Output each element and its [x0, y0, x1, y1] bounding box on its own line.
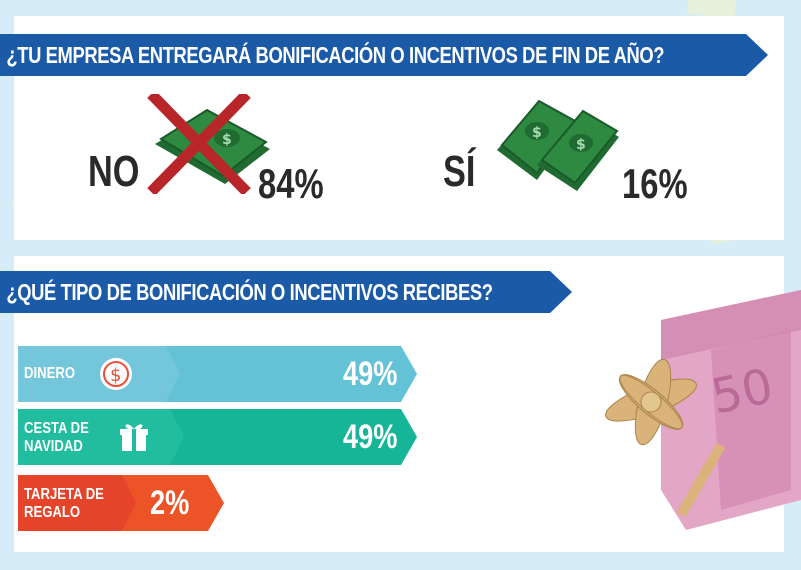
bar-tarjeta-de-regalo-value: 2% [150, 484, 190, 522]
bar-cesta-de-navidad: CESTA DE NAVIDAD 49% [18, 409, 417, 465]
question-2-title-text: ¿QUÉ TIPO DE BONIFICACIÓN O INCENTIVOS R… [6, 278, 493, 305]
dollar-circle-icon: $ [100, 358, 132, 390]
gift-icon [120, 424, 148, 451]
question-1-title: ¿TU EMPRESA ENTREGARÁ BONIFICACIÓN O INC… [0, 34, 768, 76]
bar-cesta-de-navidad-label-line-2: NAVIDAD [24, 438, 83, 455]
bar-cesta-de-navidad-label-box [18, 409, 184, 465]
bar-cesta-de-navidad-label-line-1: CESTA DE [24, 420, 89, 437]
answer-no-label: NO [88, 147, 140, 196]
svg-text:$: $ [222, 132, 232, 148]
bar-dinero-value: 49% [343, 355, 398, 393]
svg-text:$: $ [576, 137, 586, 153]
money-bill-icon [686, 0, 738, 19]
svg-text:50: 50 [706, 358, 777, 425]
bar-tarjeta-de-regalo-label-line-2: REGALO [24, 504, 81, 521]
bar-dinero-label-line-1: DINERO [24, 365, 76, 382]
bar-tarjeta-de-regalo: TARJETA DE REGALO 2% [18, 475, 224, 531]
cross-icon [147, 94, 251, 194]
crossed-money-icon: $ [147, 94, 270, 194]
bar-tarjeta-de-regalo-label-line-1: TARJETA DE [24, 486, 104, 503]
answer-si-label: SÍ [443, 147, 476, 196]
bar-dinero: DINERO $ 49% [18, 346, 417, 402]
gift-box-image: 50 [605, 290, 801, 530]
answer-si-value: 16% [622, 160, 688, 207]
svg-text:$: $ [110, 365, 121, 386]
money-bill-icon: $ [497, 99, 577, 180]
question-2-title: ¿QUÉ TIPO DE BONIFICACIÓN O INCENTIVOS R… [0, 271, 572, 313]
svg-text:$: $ [532, 125, 542, 141]
question-1-title-text: ¿TU EMPRESA ENTREGARÁ BONIFICACIÓN O INC… [6, 41, 665, 68]
answer-no-value: 84% [258, 160, 324, 207]
bar-cesta-de-navidad-value: 49% [343, 418, 398, 456]
money-bill-icon: $ [537, 109, 619, 191]
bar-tarjeta-de-regalo-label-box [18, 475, 136, 531]
money-stack-icon: $ $ [497, 99, 619, 191]
bar-dinero-label-box [18, 346, 180, 402]
